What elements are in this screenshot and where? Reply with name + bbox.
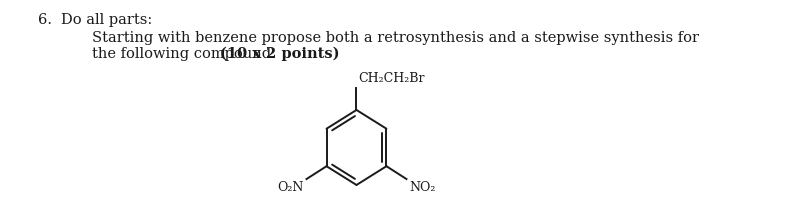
Text: NO₂: NO₂ (409, 181, 436, 194)
Text: CH₂CH₂Br: CH₂CH₂Br (359, 72, 425, 85)
Text: O₂N: O₂N (277, 181, 304, 194)
Text: Do all parts:: Do all parts: (60, 13, 152, 27)
Text: (10 x 2 points): (10 x 2 points) (220, 47, 339, 61)
Text: the following compound.: the following compound. (92, 47, 281, 61)
Text: 6.: 6. (38, 13, 52, 27)
Text: Starting with benzene propose both a retrosynthesis and a stepwise synthesis for: Starting with benzene propose both a ret… (92, 31, 700, 45)
